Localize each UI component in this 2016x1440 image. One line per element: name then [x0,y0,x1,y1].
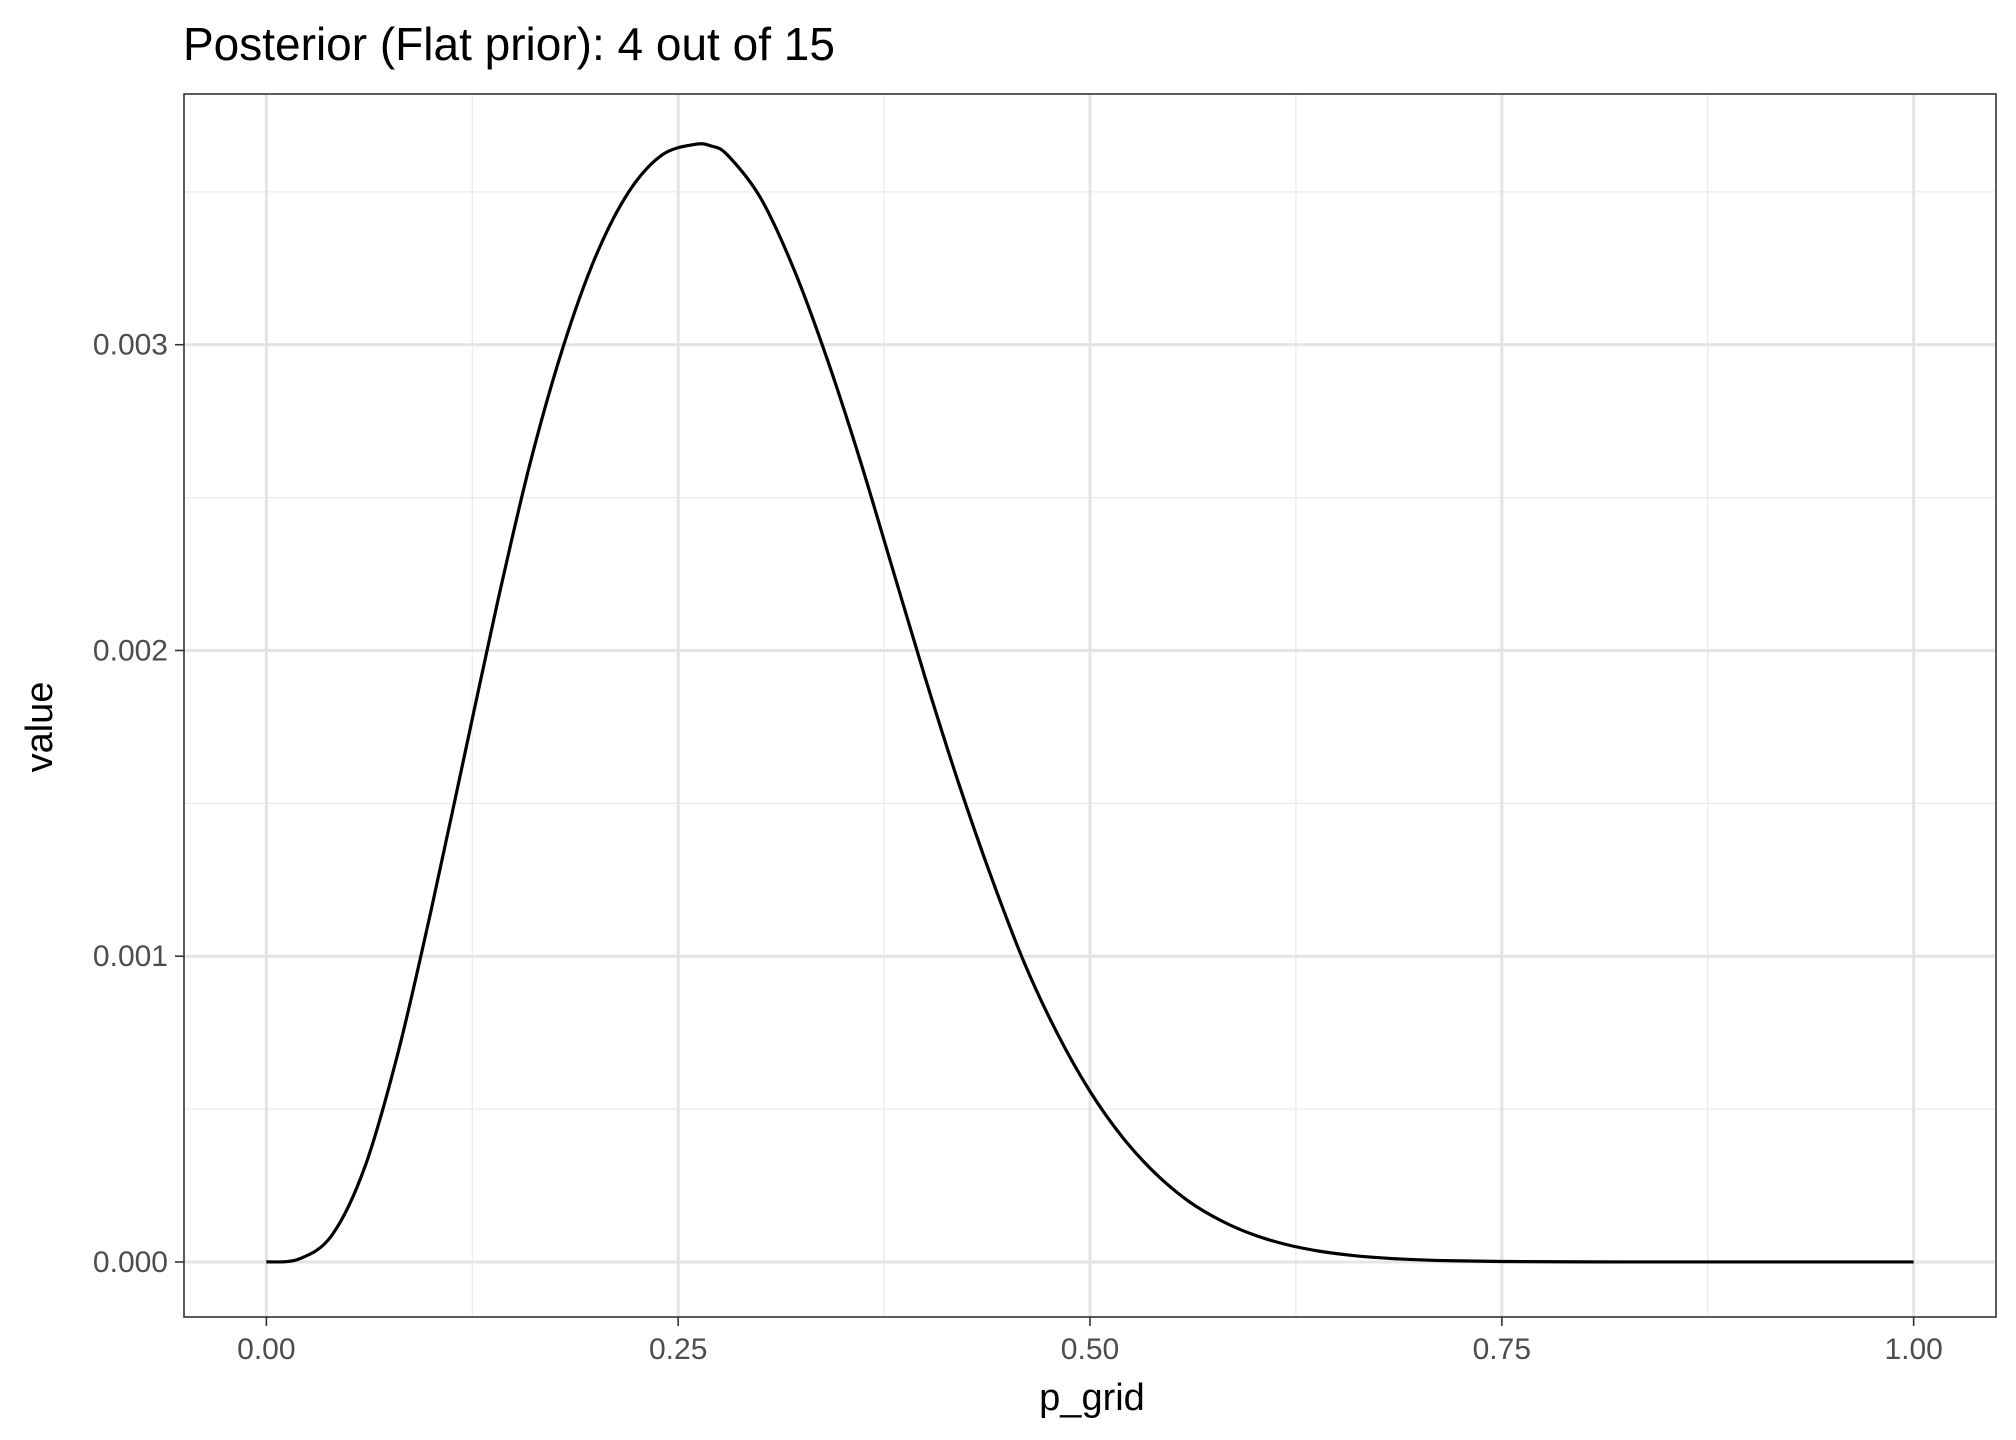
x-axis-title: p_grid [1039,1377,1145,1419]
x-axis: 0.00 0.25 0.50 0.75 1.00 [237,1317,1943,1366]
y-axis-title: value [19,682,61,773]
x-tick-label: 0.25 [649,1333,707,1366]
chart-title: Posterior (Flat prior): 4 out of 15 [183,18,835,70]
x-tick-label: 0.75 [1473,1333,1531,1366]
y-tick-label: 0.000 [93,1246,168,1279]
posterior-line [266,142,1914,1264]
y-tick-label: 0.002 [93,634,168,667]
y-tick-label: 0.001 [93,940,168,973]
y-axis: 0.000 0.001 0.002 0.003 [93,329,184,1279]
x-tick-label: 1.00 [1884,1333,1942,1366]
x-tick-label: 0.00 [237,1333,295,1366]
x-tick-label: 0.50 [1061,1333,1119,1366]
y-tick-label: 0.003 [93,329,168,362]
